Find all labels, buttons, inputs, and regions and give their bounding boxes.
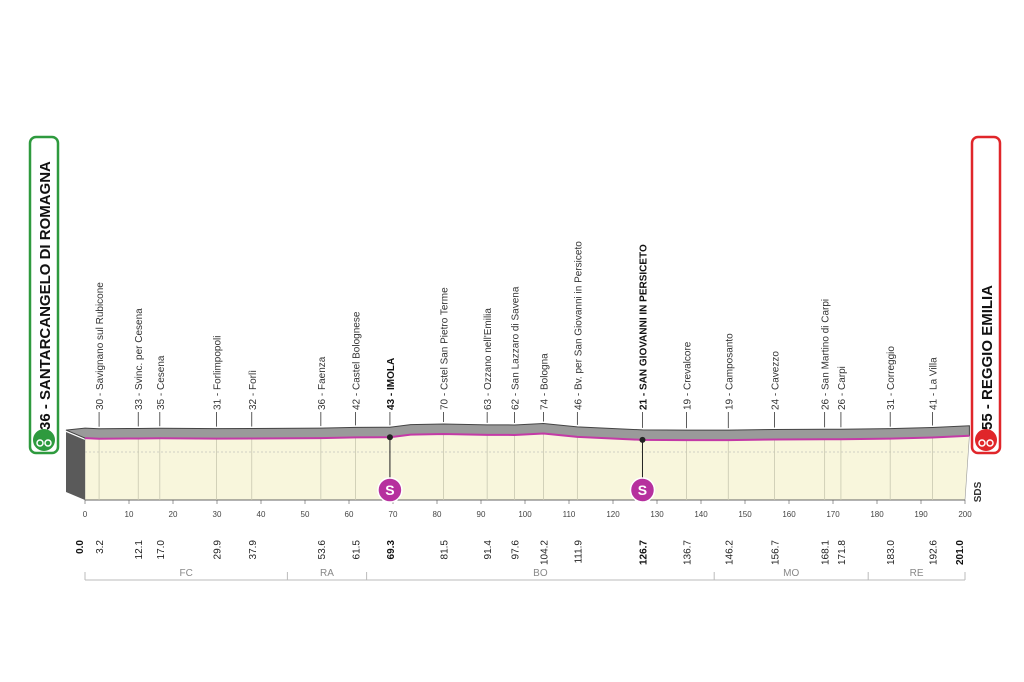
axis-tick-label: 160 [782, 510, 796, 519]
sprint-dot [386, 434, 393, 441]
waypoint-km-label: 168.1 [821, 540, 832, 565]
waypoint-km-label: 183.0 [886, 540, 897, 565]
axis-tick-label: 20 [169, 510, 178, 519]
terminals: 36 - SANTARCANGELO DI ROMAGNA 55 - REGGIO… [28, 135, 1002, 502]
waypoint-label: 31 - Forlimpopoli [213, 336, 224, 410]
start-icon-wheel [44, 439, 52, 447]
waypoint-km-label: 61.5 [352, 540, 363, 560]
axis-tick-label: 190 [914, 510, 928, 519]
waypoint-label: 33 - Svinc. per Cesena [134, 308, 145, 410]
province-label: MO [783, 568, 799, 579]
waypoint-label: 63 - Ozzano nell'Emilia [483, 308, 494, 410]
waypoint-label: 19 - Crevalcore [682, 341, 693, 410]
waypoint-label: 70 - Cstel San Pietro Terme [440, 287, 451, 410]
waypoint-label: 30 - Savignano sul Rubicone [95, 282, 106, 410]
axis-tick-label: 80 [433, 510, 442, 519]
waypoint-label: 35 - Cesena [156, 355, 167, 410]
province-label: RA [320, 568, 334, 579]
axis-tick-label: 150 [738, 510, 752, 519]
waypoint-km-label: 171.8 [837, 540, 848, 565]
axis-tick-label: 70 [389, 510, 398, 519]
waypoint-km-label: 146.2 [724, 540, 735, 565]
profile-top [65, 423, 970, 442]
waypoint-label: 62 - San Lazzaro di Savena [510, 286, 521, 410]
axis-tick-label: 180 [870, 510, 884, 519]
waypoint-km-label: 192.6 [928, 540, 939, 565]
axis-tick-label: 140 [694, 510, 708, 519]
waypoint-km-label: 91.4 [483, 540, 494, 560]
waypoint-label: 24 - Cavezzo [770, 351, 781, 410]
profile-side-edge [66, 432, 85, 500]
profile-grid [85, 423, 965, 501]
axis-tick-label: 30 [213, 510, 222, 519]
waypoint-km-label: 12.1 [134, 540, 145, 560]
finish-icon-wheel [978, 439, 986, 447]
waypoint-label: 46 - Bv. per San Giovanni in Persiceto [573, 241, 584, 410]
waypoint-label: 26 - Carpi [837, 366, 848, 410]
sprint-badge [377, 477, 403, 503]
waypoint-label: 43 - IMOLA [386, 358, 397, 410]
waypoint-km-label: 81.5 [440, 540, 451, 560]
start-icon-wheel [36, 439, 44, 447]
finish-km-label: 201.0 [955, 540, 966, 565]
waypoint-km-label: 29.9 [213, 540, 224, 560]
waypoint-km-label: 136.7 [682, 540, 693, 565]
waypoint-label: 31 - Correggio [886, 346, 897, 410]
start-km-label: 0.0 [75, 540, 86, 554]
axis-tick-label: 90 [477, 510, 486, 519]
waypoint-km-label: 37.9 [248, 540, 259, 560]
waypoint-km-label: 111.9 [573, 540, 584, 564]
waypoint-label: 42 - Castel Bolognese [352, 311, 363, 410]
km-axis: 0 10 20 30 40 50 60 70 80 90 100 110 120 130 140 150 160… [75, 500, 972, 565]
brand-label: SDS [973, 481, 984, 502]
waypoint-km-label: 69.3 [386, 540, 397, 560]
waypoint-km-label: 156.7 [770, 540, 781, 565]
profile-face [66, 432, 970, 501]
waypoint-label: 32 - Forlì [248, 370, 259, 410]
waypoint-label: 19 - Camposanto [724, 333, 735, 410]
axis-tick-label: 100 [518, 510, 532, 519]
waypoint-label: 21 - SAN GIOVANNI IN PERSICETO [638, 244, 649, 410]
province-label: BO [533, 568, 548, 579]
axis-tick-label: 40 [257, 510, 266, 519]
waypoint-km-label: 3.2 [95, 540, 106, 554]
finish-icon [975, 429, 997, 451]
axis-tick-label: 120 [606, 510, 620, 519]
waypoint-km-label: 126.7 [638, 540, 649, 565]
sprint-badge-letter: S [385, 482, 394, 498]
start-frame [28, 135, 60, 455]
finish-label: 55 - REGGIO EMILIA [979, 285, 996, 430]
waypoint-label: 36 - Faenza [317, 356, 328, 410]
waypoint-label: 41 - La Villa [928, 357, 939, 410]
axis-tick-label: 50 [301, 510, 310, 519]
finish-frame [970, 135, 1002, 455]
waypoint-km-label: 104.2 [539, 540, 550, 565]
route-line [84, 432, 970, 442]
waypoint-label: 74 - Bologna [539, 353, 550, 410]
axis-tick-label: 200 [958, 510, 972, 519]
province-bar: FC RA BO MO RE [84, 568, 966, 581]
province-label: RE [910, 568, 924, 579]
waypoint-label: 26 - San Martino di Carpi [821, 299, 832, 410]
sprint-badge-letter: S [638, 482, 647, 498]
sprint-badge [629, 477, 656, 503]
waypoint-km-label: 53.6 [317, 540, 328, 560]
sprint-dot [639, 436, 646, 443]
waypoints: 30 - Savignano sul Rubicone 3.2 33 - Svinc… [95, 241, 939, 565]
start-label: 36 - SANTARCANGELO DI ROMAGNA [37, 161, 54, 430]
axis-tick-label: 0 [83, 510, 88, 519]
axis-tick-label: 170 [826, 510, 840, 519]
axis-tick-label: 110 [563, 510, 576, 519]
axis-tick-label: 130 [650, 510, 664, 519]
waypoint-km-label: 97.6 [510, 540, 521, 560]
axis-tick-label: 60 [345, 510, 354, 519]
finish-icon-wheel [986, 439, 994, 447]
start-icon [33, 429, 55, 451]
waypoint-km-label: 17.0 [156, 540, 167, 560]
province-label: FC [180, 568, 193, 579]
profile-face-area [84, 433, 970, 501]
axis-tick-label: 10 [125, 510, 134, 519]
